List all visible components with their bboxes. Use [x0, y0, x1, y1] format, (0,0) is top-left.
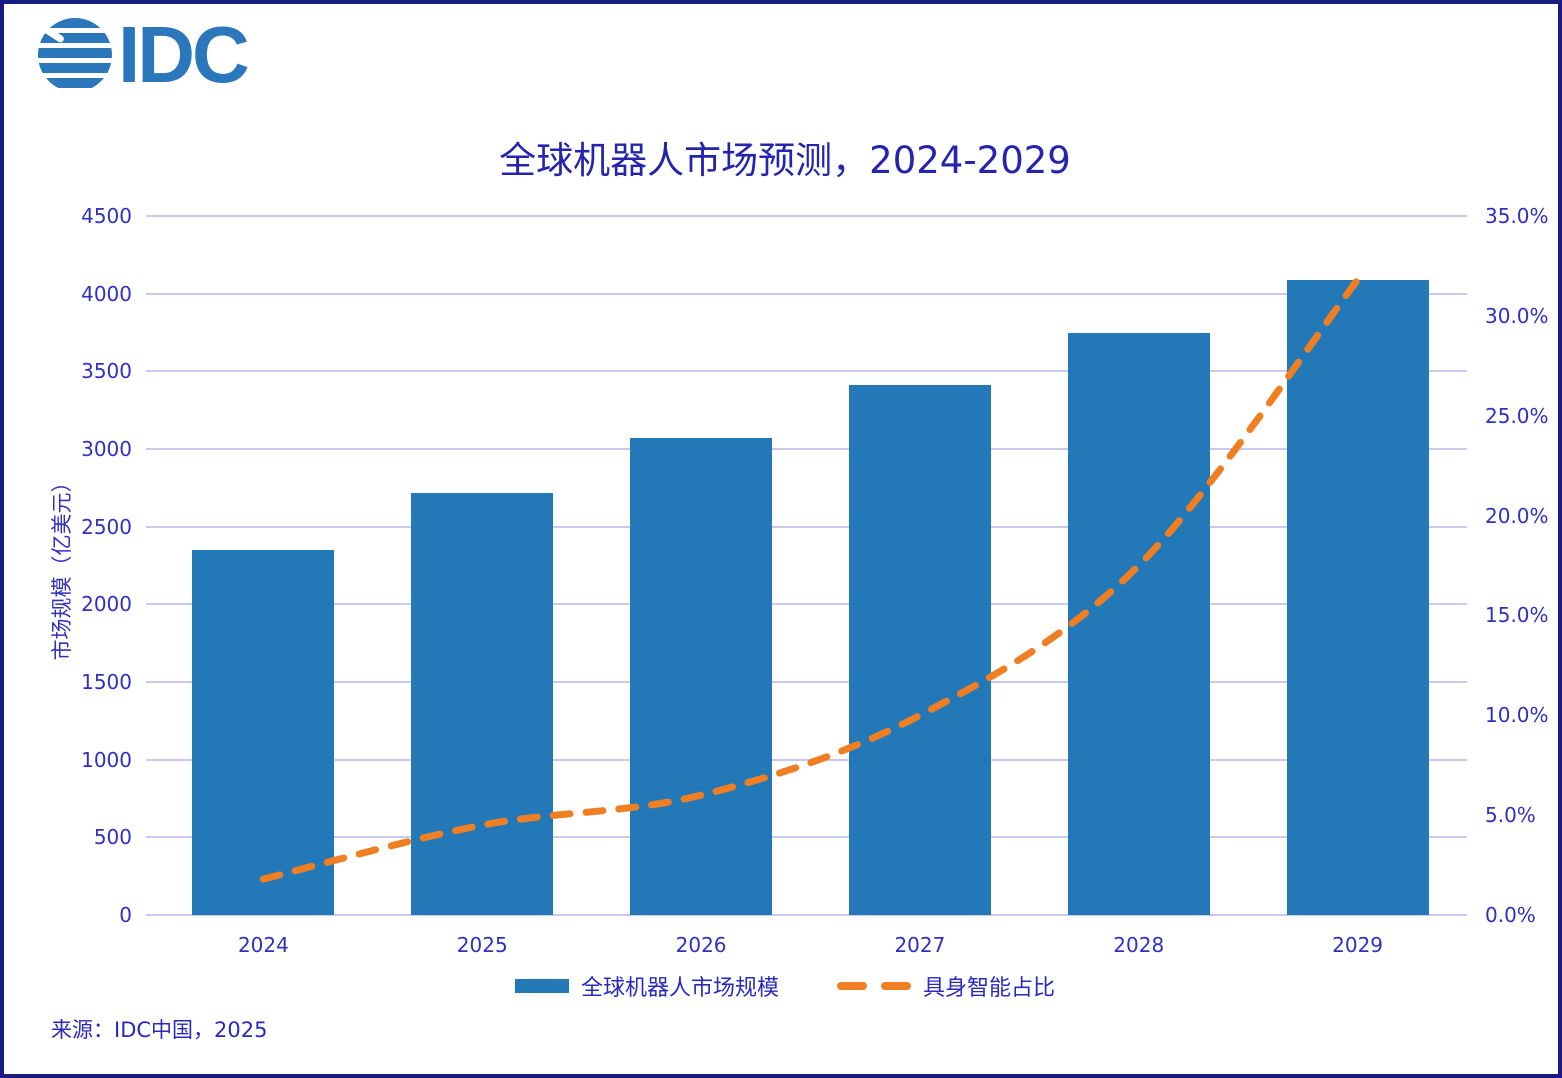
- x-label-2028: 2028: [1113, 933, 1165, 957]
- bar-2025: [411, 493, 554, 915]
- legend-label: 全球机器人市场规模: [580, 976, 779, 1001]
- grid-line: [146, 758, 1467, 761]
- left-tick-label: 1500: [81, 670, 132, 694]
- left-tick-label: 2000: [81, 592, 132, 617]
- grid-line: [146, 836, 1467, 839]
- idc-logo: IDC: [38, 10, 250, 99]
- idc-globe-icon: [38, 18, 112, 92]
- bar-2029: [1286, 279, 1429, 915]
- right-tick-label: 20.0%: [1485, 503, 1549, 528]
- bar-2027: [848, 384, 991, 915]
- left-tick-label: 1000: [81, 747, 132, 772]
- chart-legend: 全球机器人市场规模 具身智能占比: [4, 970, 1558, 1002]
- left-axis-title: 市场规模（亿美元）: [50, 471, 74, 661]
- idc-logo-text: IDC: [118, 10, 250, 99]
- x-label-2027: 2027: [894, 933, 946, 957]
- grid-line: [146, 525, 1467, 528]
- x-label-2024: 2024: [237, 933, 289, 957]
- legend-item-bar-series: 全球机器人市场规模: [514, 970, 779, 1002]
- right-tick-label: 10.0%: [1485, 703, 1549, 728]
- bar-2028: [1067, 332, 1210, 915]
- left-tick-label: 3000: [81, 437, 132, 461]
- left-tick-label: 4000: [81, 281, 132, 306]
- right-tick-label: 25.0%: [1485, 403, 1549, 428]
- x-label-2026: 2026: [675, 933, 727, 957]
- grid-line: [146, 292, 1467, 295]
- bar-series-swatch: [514, 979, 569, 993]
- legend-label: 具身智能占比: [923, 976, 1056, 1001]
- grid-line: [146, 603, 1467, 606]
- legend-item-line-series: 具身智能占比: [837, 970, 1055, 1002]
- left-tick-label: 0: [119, 903, 132, 927]
- right-tick-label: 5.0%: [1485, 803, 1536, 828]
- right-tick-label: 0.0%: [1485, 903, 1536, 927]
- grid-line: [146, 448, 1467, 450]
- grid-line: [146, 370, 1467, 373]
- bar-2026: [630, 438, 773, 915]
- left-tick-label: 500: [93, 825, 132, 850]
- left-tick-label: 3500: [81, 359, 132, 384]
- grid-line: [146, 914, 1467, 916]
- bar-2024: [192, 549, 335, 915]
- source-note: 来源：IDC中国，2025: [51, 1018, 268, 1042]
- right-tick-label: 35.0%: [1485, 204, 1549, 228]
- right-tick-label: 15.0%: [1485, 603, 1549, 628]
- dashed-line-swatch: [837, 982, 911, 990]
- grid-line: [146, 215, 1467, 217]
- grid-line: [146, 681, 1467, 683]
- x-label-2029: 2029: [1332, 933, 1384, 957]
- chart-title: 全球机器人市场预测，2024-2029: [499, 139, 1071, 182]
- right-tick-label: 30.0%: [1485, 303, 1549, 328]
- x-label-2025: 2025: [456, 933, 508, 957]
- left-tick-label: 2500: [81, 514, 132, 539]
- left-tick-label: 4500: [81, 204, 132, 228]
